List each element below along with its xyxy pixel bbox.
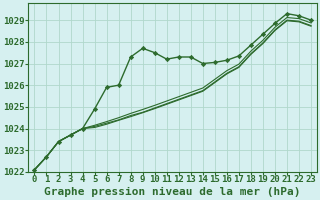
X-axis label: Graphe pression niveau de la mer (hPa): Graphe pression niveau de la mer (hPa): [44, 187, 301, 197]
